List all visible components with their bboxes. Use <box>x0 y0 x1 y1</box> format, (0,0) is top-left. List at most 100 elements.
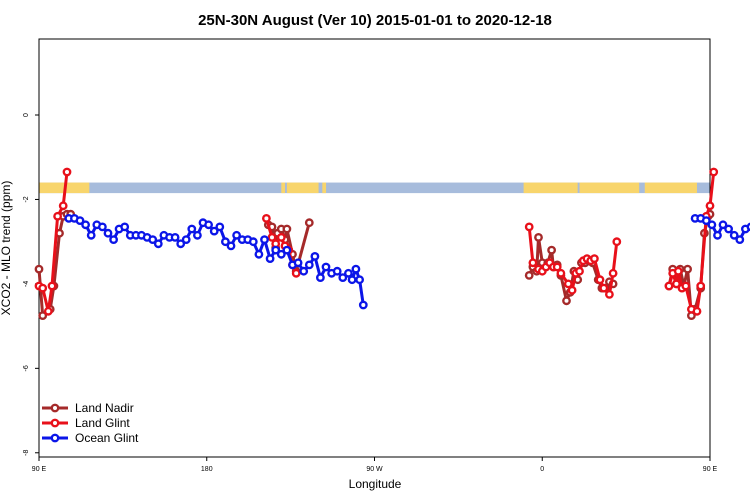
legend-item-land-glint: Land Glint <box>42 416 130 430</box>
ocean-band <box>39 182 710 194</box>
ocean-glint-point <box>260 235 269 245</box>
land-glint-point <box>709 167 719 177</box>
ocean-glint-point <box>315 273 325 282</box>
ocean-glint-point <box>232 230 242 240</box>
land-glint-point <box>62 167 72 177</box>
ocean-glint-point <box>248 237 258 247</box>
land-glint-point <box>664 281 674 291</box>
y-tick-label: -8 <box>23 450 30 456</box>
ocean-glint-point <box>347 275 357 285</box>
ocean-glint-point <box>746 222 750 232</box>
ocean-glint-point <box>332 266 342 276</box>
ocean-glint-point <box>254 249 264 259</box>
legend-marker <box>50 433 60 443</box>
land-nadir-point <box>282 224 292 234</box>
land-glint-point <box>43 306 53 316</box>
land-glint-point <box>672 279 681 289</box>
land-glint-point <box>276 232 286 242</box>
ocean-glint-point <box>724 224 733 234</box>
land-glint-point <box>556 268 566 278</box>
ocean-glint-point <box>293 258 303 268</box>
ocean-glint-point <box>707 220 717 230</box>
land-glint-point <box>599 283 609 293</box>
ocean-glint-point <box>103 228 113 238</box>
legend-label: Ocean Glint <box>75 431 139 445</box>
x-tick-label: 90 E <box>703 466 718 473</box>
land-glint-point <box>267 232 277 242</box>
ocean-glint-point <box>153 239 163 249</box>
land-glint-point <box>552 262 562 272</box>
land-glint-point <box>575 266 584 276</box>
land-band-segment <box>322 182 327 194</box>
ocean-glint-point <box>220 237 230 247</box>
ocean-glint-point <box>304 260 314 270</box>
x-tick-label: 180 <box>201 466 213 473</box>
y-tick-label: -4 <box>23 281 30 287</box>
x-axis-label: Longitude <box>349 477 402 491</box>
land-nadir-point <box>524 270 534 280</box>
ocean-glint-point <box>321 262 331 272</box>
ocean-glint-point <box>120 222 130 232</box>
series-land-nadir <box>34 209 715 320</box>
ocean-glint-point <box>209 226 219 236</box>
ocean-glint-point <box>86 230 96 240</box>
ocean-glint-point <box>713 230 722 240</box>
y-tick-label: 0 <box>23 113 30 117</box>
ocean-glint-point <box>215 222 225 232</box>
axes: 90 E 180 90 W 0 90 E 0 -2 -4 -6 -8 <box>23 113 718 473</box>
ocean-glint-point <box>358 300 368 310</box>
land-glint-point <box>705 201 715 211</box>
ocean-glint-point <box>310 251 320 261</box>
ocean-glint-point <box>282 245 292 255</box>
x-tick-label: 0 <box>540 466 544 473</box>
land-nadir-point <box>534 232 543 242</box>
ocean-glint-point <box>204 220 214 230</box>
x-tick-label: 90 E <box>32 466 47 473</box>
land-nadir-point <box>547 245 556 255</box>
land-glint-point <box>681 281 691 291</box>
land-glint-point <box>692 306 702 316</box>
legend-label: Land Glint <box>75 416 130 430</box>
land-glint-point <box>261 213 271 223</box>
y-tick-label: -6 <box>23 365 30 371</box>
ocean-glint-point <box>338 273 348 282</box>
land-nadir-point <box>683 264 692 274</box>
land-glint-point <box>590 254 599 264</box>
land-glint-point <box>612 237 622 247</box>
land-glint-point <box>696 281 706 291</box>
ocean-glint-point <box>729 230 739 240</box>
land-band-segment <box>286 182 319 194</box>
land-nadir-point <box>304 218 314 228</box>
land-glint-point <box>53 211 62 221</box>
ocean-glint-point <box>181 235 191 245</box>
ocean-glint-point <box>735 235 745 245</box>
land-glint-point <box>38 283 48 293</box>
land-band-segment <box>281 182 286 194</box>
land-band-segment <box>523 182 578 194</box>
land-band-segment <box>644 182 697 194</box>
land-glint-point <box>47 281 57 291</box>
legend-marker <box>50 403 60 413</box>
land-nadir-point <box>34 264 44 274</box>
land-glint-point <box>595 275 605 285</box>
land-glint-point <box>528 258 538 268</box>
ocean-glint-point <box>351 264 361 274</box>
ocean-glint-point <box>701 216 711 226</box>
ocean-glint-point <box>343 268 353 278</box>
legend-item-ocean-glint: Ocean Glint <box>42 431 139 445</box>
plot-area <box>38 38 711 458</box>
legend-label: Land Nadir <box>75 401 134 415</box>
ocean-glint-point <box>265 254 275 264</box>
ocean-glint-point <box>355 275 364 285</box>
series-layer <box>34 167 750 320</box>
chart-title: 25N-30N August (Ver 10) 2015-01-01 to 20… <box>198 12 552 29</box>
land-glint-point <box>673 266 683 276</box>
ocean-glint-point <box>226 241 236 251</box>
ocean-glint-point <box>718 220 728 230</box>
y-axis-label: XCO2 - MLO trend (ppm) <box>0 181 13 316</box>
y-tick-label: -2 <box>23 196 30 202</box>
ocean-glint-point <box>176 239 186 249</box>
land-band-segment <box>579 182 640 194</box>
